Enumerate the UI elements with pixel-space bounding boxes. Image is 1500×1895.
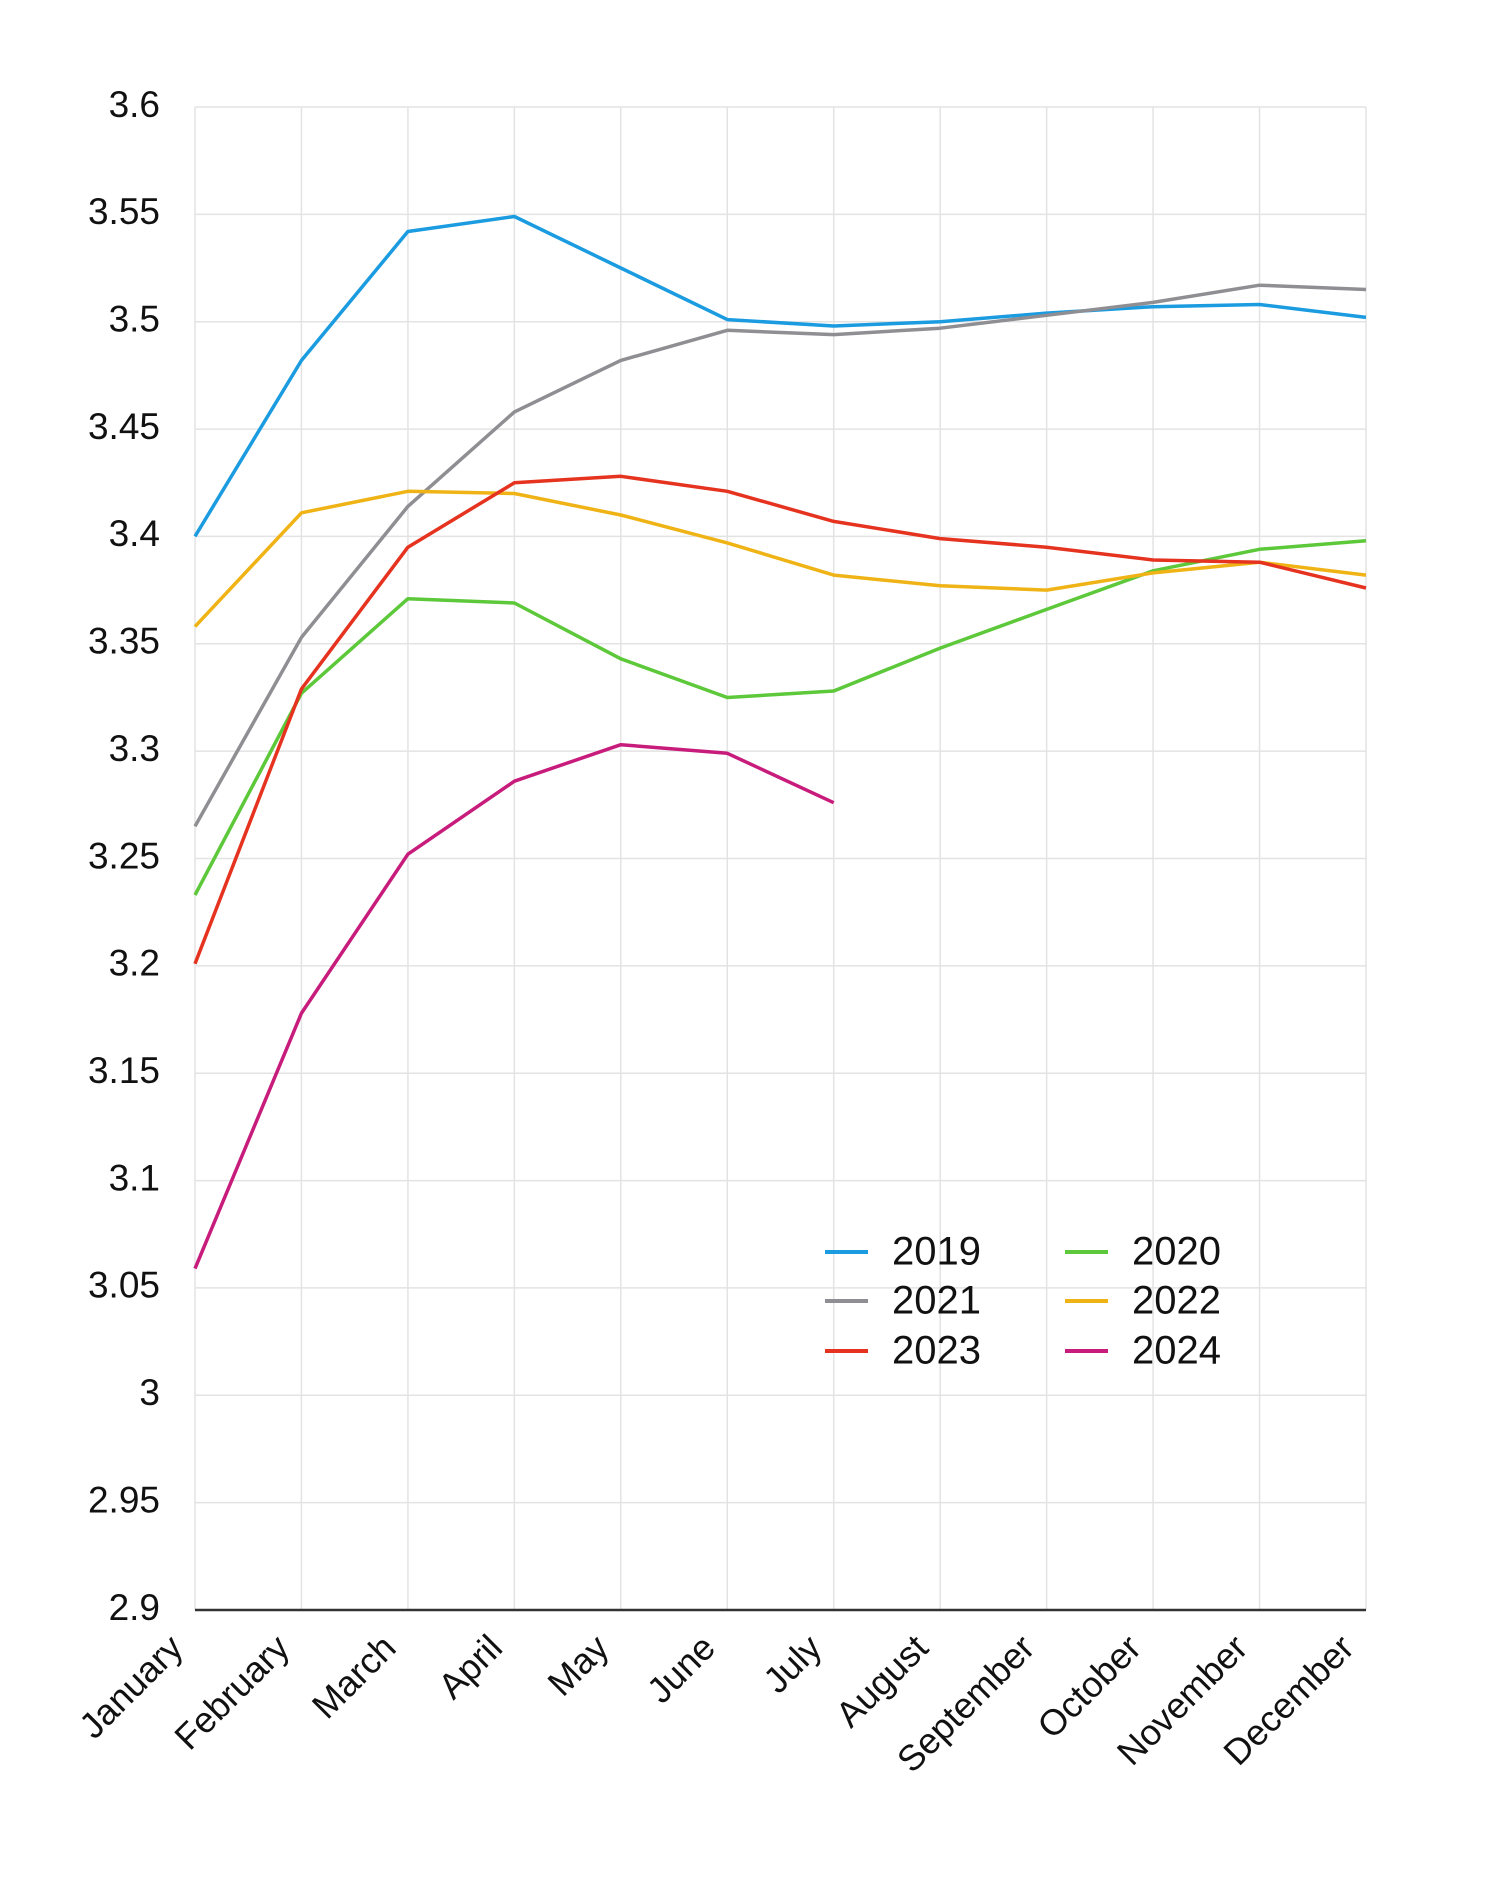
y-tick-label: 3.5 [109, 298, 160, 339]
legend-item-2020: 2020 [1065, 1230, 1221, 1274]
legend-item-2021: 2021 [825, 1279, 981, 1323]
x-tick-label: July [755, 1627, 829, 1701]
y-tick-label: 3.2 [109, 943, 160, 984]
series-line-2023 [193, 474, 1367, 965]
legend: 2019 2020 2021 2022 2023 2024 [825, 1230, 1221, 1373]
x-tick-label: August [828, 1627, 936, 1735]
legend-label: 2022 [1132, 1279, 1221, 1323]
legend-item-2024: 2024 [1065, 1329, 1221, 1373]
y-tick-label: 3.45 [88, 406, 160, 447]
y-tick-label: 3.1 [109, 1157, 160, 1198]
legend-item-2022: 2022 [1065, 1279, 1221, 1323]
legend-item-2019: 2019 [825, 1230, 981, 1274]
legend-label: 2021 [892, 1279, 981, 1323]
y-tick-label: 2.95 [88, 1479, 160, 1520]
series-line-2022 [193, 489, 1367, 628]
series-line-2020 [193, 538, 1367, 896]
y-tick-label: 3.4 [109, 513, 160, 554]
y-tick-label: 2.9 [109, 1587, 160, 1628]
series-line-2019 [193, 214, 1367, 538]
x-tick-label: February [166, 1627, 297, 1758]
series-line-2021 [193, 283, 1367, 828]
x-tick-label: June [639, 1627, 723, 1711]
y-tick-label: 3.35 [88, 621, 160, 662]
y-tick-label: 3.6 [109, 84, 160, 125]
legend-label: 2020 [1132, 1230, 1221, 1274]
y-axis-ticks: 2.9 2.95 3 3.05 3.1 3.15 3.2 3.25 3.3 3.35 3.4 3.45… [88, 84, 160, 1628]
series-line-2024 [193, 742, 835, 1270]
y-tick-label: 3.05 [88, 1265, 160, 1306]
y-tick-label: 3.3 [109, 728, 160, 769]
y-tick-label: 3.15 [88, 1050, 160, 1091]
y-tick-label: 3.55 [88, 191, 160, 232]
legend-item-2023: 2023 [825, 1329, 981, 1373]
y-tick-label: 3 [139, 1372, 160, 1413]
legend-label: 2024 [1132, 1329, 1221, 1373]
x-tick-label: March [304, 1627, 404, 1727]
x-tick-label: May [539, 1627, 616, 1704]
grid [194, 106, 1367, 1610]
series-lines [193, 214, 1367, 1270]
legend-label: 2019 [892, 1230, 981, 1274]
x-tick-label: April [430, 1627, 510, 1707]
y-tick-label: 3.25 [88, 835, 160, 876]
legend-label: 2023 [892, 1329, 981, 1373]
